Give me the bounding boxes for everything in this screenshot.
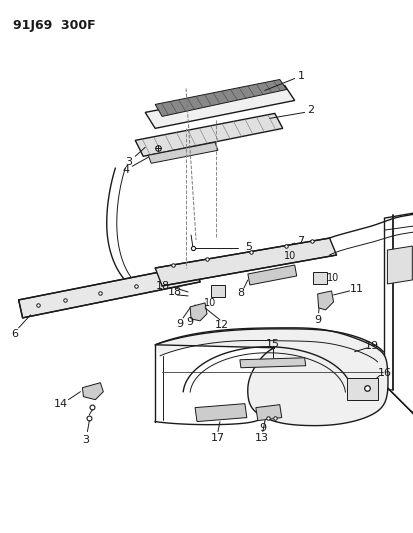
Polygon shape — [239, 358, 305, 368]
Polygon shape — [190, 303, 206, 321]
Polygon shape — [387, 246, 411, 284]
Polygon shape — [19, 265, 199, 318]
FancyBboxPatch shape — [211, 285, 224, 297]
Text: 8: 8 — [237, 288, 244, 298]
Text: 17: 17 — [210, 433, 225, 442]
Polygon shape — [195, 403, 246, 422]
Text: 6: 6 — [11, 329, 18, 339]
FancyBboxPatch shape — [262, 252, 276, 264]
Polygon shape — [155, 79, 286, 116]
Text: 2: 2 — [306, 106, 313, 116]
Polygon shape — [317, 291, 333, 310]
Text: 1: 1 — [297, 71, 304, 82]
Text: 16: 16 — [377, 368, 390, 378]
Text: 9: 9 — [259, 423, 266, 433]
Text: 15: 15 — [265, 339, 279, 349]
Text: 19: 19 — [363, 341, 377, 351]
Text: 10: 10 — [327, 273, 339, 283]
Polygon shape — [255, 405, 281, 421]
Polygon shape — [257, 248, 281, 265]
Text: 10: 10 — [203, 298, 216, 308]
Polygon shape — [155, 328, 387, 426]
Text: 13: 13 — [254, 433, 268, 442]
Text: 4: 4 — [122, 165, 130, 175]
Text: 14: 14 — [53, 399, 67, 409]
Text: 10: 10 — [283, 251, 295, 261]
Polygon shape — [145, 85, 294, 128]
FancyBboxPatch shape — [346, 378, 377, 400]
Text: 9: 9 — [186, 317, 193, 327]
Text: 11: 11 — [349, 284, 363, 294]
Text: 3: 3 — [124, 157, 131, 167]
Polygon shape — [135, 114, 282, 156]
Text: 9: 9 — [313, 315, 320, 325]
Polygon shape — [247, 265, 296, 285]
Text: 7: 7 — [297, 236, 304, 246]
Polygon shape — [155, 238, 336, 286]
Polygon shape — [82, 383, 103, 400]
Polygon shape — [155, 329, 382, 362]
FancyBboxPatch shape — [312, 272, 326, 284]
Text: 9: 9 — [176, 319, 183, 329]
Text: 18: 18 — [156, 281, 170, 291]
Text: 91J69  300F: 91J69 300F — [13, 19, 95, 31]
Text: 3: 3 — [82, 434, 89, 445]
Text: 5: 5 — [244, 242, 251, 252]
Text: 18: 18 — [168, 287, 182, 297]
Text: 12: 12 — [214, 320, 228, 330]
Polygon shape — [148, 142, 217, 163]
